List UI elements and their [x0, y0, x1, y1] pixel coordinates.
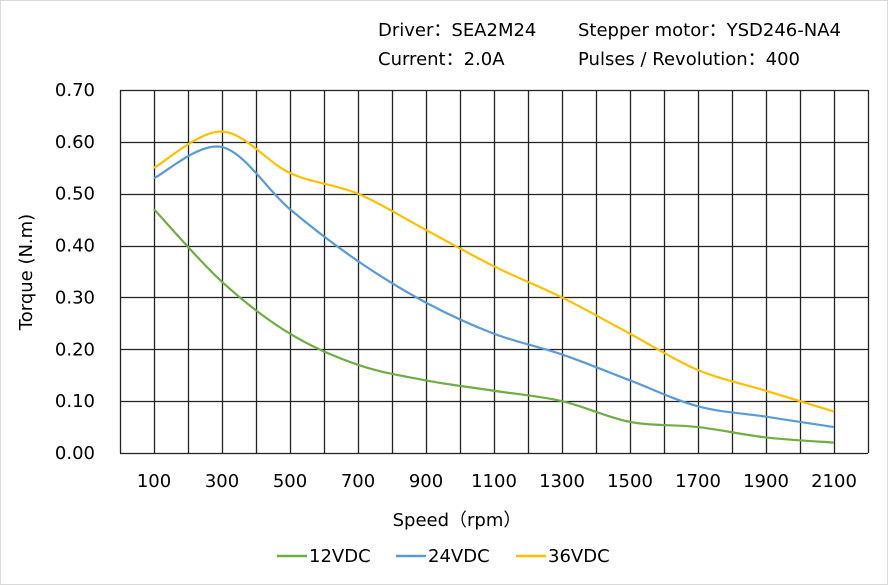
x-tick-label: 300 [205, 471, 239, 492]
x-tick-label: 700 [341, 471, 375, 492]
x-tick-label: 1100 [471, 471, 517, 492]
current-label: Current：2.0A [378, 49, 505, 70]
series-line-36vdc [153, 130, 835, 413]
x-tick-label: 2100 [811, 471, 857, 492]
y-tick-label: 0.70 [55, 80, 95, 101]
y-tick-label: 0.20 [55, 339, 95, 360]
driver-label: Driver：SEA2M24 [378, 20, 537, 41]
y-tick-label: 0.10 [55, 391, 95, 412]
x-axis-label: Speed（rpm） [393, 510, 522, 531]
legend: 12VDC 24VDC 36VDC [277, 546, 610, 567]
y-axis-label: Torque (N.m) [16, 214, 37, 331]
y-tick-label: 0.30 [55, 287, 95, 308]
legend-label-24vdc: 24VDC [428, 546, 490, 567]
x-tick-label: 1500 [607, 471, 653, 492]
tick-labels: 0.00 0.10 0.20 0.30 0.40 0.50 0.60 0.70 100 300 50… [55, 80, 857, 492]
x-tick-label: 900 [409, 471, 443, 492]
series-line-24vdc [153, 145, 835, 429]
y-tick-label: 0.40 [55, 236, 95, 257]
series-lines [153, 130, 835, 444]
x-tick-label: 100 [137, 471, 171, 492]
y-tick-label: 0.60 [55, 132, 95, 153]
legend-label-12vdc: 12VDC [309, 546, 371, 567]
legend-label-36vdc: 36VDC [548, 546, 610, 567]
motor-label: Stepper motor：YSD246-NA4 [578, 20, 841, 41]
x-tick-label: 1700 [675, 471, 721, 492]
y-tick-label: 0.00 [55, 443, 95, 464]
x-tick-label: 1300 [539, 471, 585, 492]
x-tick-label: 500 [273, 471, 307, 492]
pulses-label: Pulses / Revolution：400 [578, 49, 800, 70]
series-line-12vdc [153, 208, 835, 444]
grid [119, 89, 870, 455]
y-tick-label: 0.50 [55, 184, 95, 205]
x-tick-label: 1900 [743, 471, 789, 492]
